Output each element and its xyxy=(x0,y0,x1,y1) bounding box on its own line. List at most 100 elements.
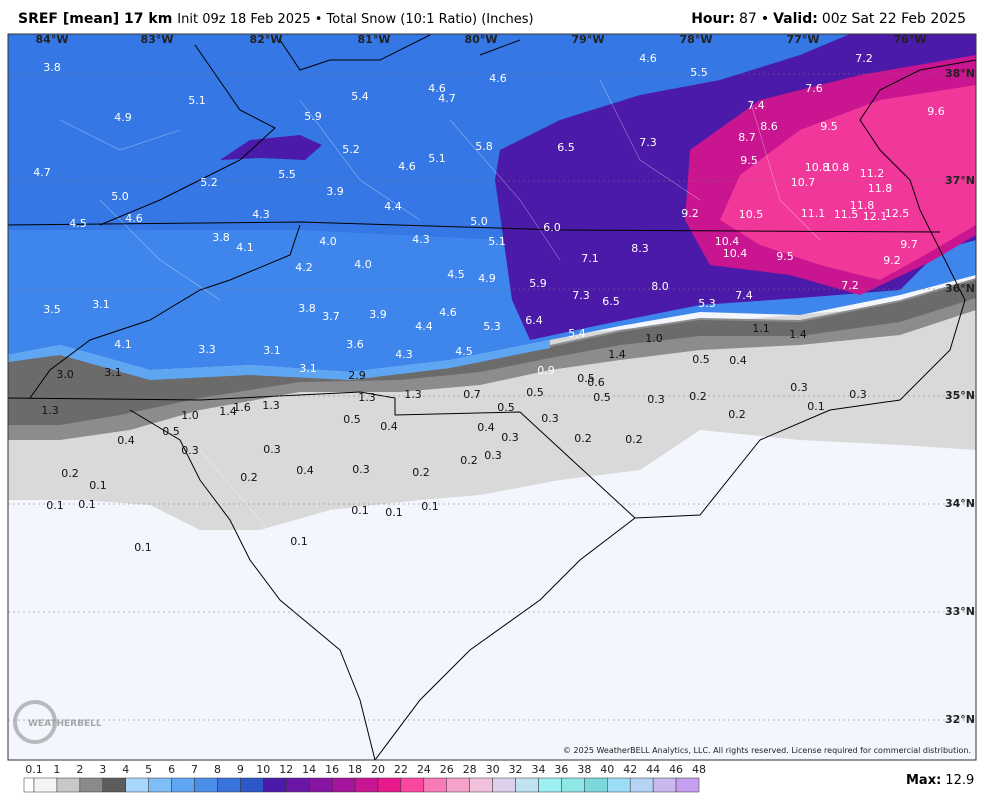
snow-total-label: 0.2 xyxy=(728,408,746,421)
latitude-label: 34°N xyxy=(945,497,975,510)
snow-total-label: 0.5 xyxy=(497,401,515,414)
colorbar-tick-label: 46 xyxy=(669,763,683,776)
snow-total-label: 1.3 xyxy=(41,404,59,417)
colorbar-swatch xyxy=(33,777,58,793)
snow-total-label: 0.3 xyxy=(790,381,808,394)
snow-total-label: 0.3 xyxy=(647,393,665,406)
snow-total-label: 8.0 xyxy=(651,280,669,293)
snow-total-label: 5.8 xyxy=(475,140,493,153)
snow-total-label: 3.1 xyxy=(92,298,110,311)
snow-total-label: 1.1 xyxy=(752,322,770,335)
snow-total-label: 4.3 xyxy=(252,208,270,221)
colorbar-swatch xyxy=(354,777,379,793)
max-value: 12.9 xyxy=(945,773,974,788)
snow-total-label: 0.2 xyxy=(574,432,592,445)
snow-total-label: 8.7 xyxy=(738,131,756,144)
colorbar-tick-label: 3 xyxy=(99,763,106,776)
snow-total-label: 4.6 xyxy=(428,82,446,95)
snow-total-label: 0.1 xyxy=(421,500,439,513)
light-blue-edge xyxy=(8,340,550,380)
snow-total-label: 4.2 xyxy=(295,261,313,274)
snow-total-label: 0.2 xyxy=(625,433,643,446)
colorbar-swatch xyxy=(652,777,677,793)
logo-text: WEATHERBELL xyxy=(28,719,102,729)
colorbar-swatch xyxy=(125,777,149,793)
snow-total-label: 5.0 xyxy=(470,215,488,228)
colorbar-swatch xyxy=(263,777,287,793)
colorbar-tick-label: 36 xyxy=(554,763,568,776)
snow-total-label: 3.0 xyxy=(56,368,74,381)
colorbar-tick-label: 24 xyxy=(417,763,431,776)
snow-total-label: 4.6 xyxy=(398,160,416,173)
snow-total-label: 0.7 xyxy=(463,388,481,401)
longitude-label: 77°W xyxy=(787,33,820,46)
colorbar-swatch xyxy=(240,777,264,793)
snow-total-label: 0.6 xyxy=(587,376,605,389)
snow-total-label: 9.2 xyxy=(681,207,699,220)
longitude-label: 81°W xyxy=(358,33,391,46)
latitude-label: 36°N xyxy=(945,282,975,295)
longitude-label: 80°W xyxy=(465,33,498,46)
snow-total-label: 6.0 xyxy=(543,221,561,234)
max-label: Max: xyxy=(906,773,941,788)
snow-total-label: 0.1 xyxy=(134,541,152,554)
snow-total-label: 10.5 xyxy=(739,208,764,221)
snow-total-label: 3.7 xyxy=(322,310,340,323)
header-right: Hour: 87 • Valid: 00z Sat 22 Feb 2025 xyxy=(691,11,966,27)
snow-total-label: 12.1 xyxy=(863,210,888,223)
longitude-label: 82°W xyxy=(250,33,283,46)
colorbar-swatch xyxy=(675,777,700,793)
snow-total-label: 0.2 xyxy=(240,471,258,484)
colorbar-tick-label: 30 xyxy=(486,763,500,776)
valid-label: Valid: xyxy=(773,11,818,27)
snow-total-label: 3.9 xyxy=(369,308,387,321)
colorbar-tick-label: 2 xyxy=(76,763,83,776)
snow-total-label: 0.1 xyxy=(89,479,107,492)
snow-total-label: 3.6 xyxy=(346,338,364,351)
colorbar-swatch xyxy=(400,777,425,793)
colorbar-tick-label: 44 xyxy=(646,763,660,776)
snow-total-label: 5.9 xyxy=(529,277,547,290)
snow-total-label: 9.5 xyxy=(740,154,758,167)
snow-total-label: 0.3 xyxy=(352,463,370,476)
snow-total-label: 12.5 xyxy=(885,207,910,220)
snow-total-label: 1.4 xyxy=(789,328,807,341)
snow-total-label: 5.1 xyxy=(488,235,506,248)
snow-total-label: 5.3 xyxy=(483,320,501,333)
snow-total-label: 0.2 xyxy=(689,390,707,403)
longitude-label: 78°W xyxy=(680,33,713,46)
snow-total-label: 11.5 xyxy=(834,208,859,221)
state-lines xyxy=(8,34,976,760)
snow-total-label: 0.5 xyxy=(577,372,595,385)
snow-total-label: 5.4 xyxy=(351,90,369,103)
colorbar-tick-label: 40 xyxy=(600,763,614,776)
snow-total-label: 4.6 xyxy=(125,212,143,225)
colorbar-left-cap xyxy=(23,777,35,793)
colorbar-swatch xyxy=(148,777,172,793)
colorbar-tick-label: 42 xyxy=(623,763,637,776)
snow-total-label: 9.5 xyxy=(776,250,794,263)
snow-total-label: 5.5 xyxy=(690,66,708,79)
latitude-label: 32°N xyxy=(945,713,975,726)
snow-total-label: 10.8 xyxy=(825,161,850,174)
colorbar-swatch xyxy=(446,777,470,793)
snow-total-label: 1.6 xyxy=(233,401,251,414)
colorbar-tick-label: 4 xyxy=(122,763,129,776)
snow-total-label: 7.2 xyxy=(841,279,859,292)
snow-total-label: 11.2 xyxy=(860,167,885,180)
colorbar-tick-label: 8 xyxy=(214,763,221,776)
snow-total-label: 3.8 xyxy=(212,231,230,244)
snow-total-label: 0.4 xyxy=(117,434,135,447)
latitude-label: 38°N xyxy=(945,67,975,80)
snow-total-label: 0.5 xyxy=(343,413,361,426)
purple-patch xyxy=(220,135,322,160)
colorbar-tick-label: 26 xyxy=(440,763,454,776)
colorbar-swatch xyxy=(171,777,195,793)
snow-total-label: 4.4 xyxy=(415,320,433,333)
snow-total-label: 0.1 xyxy=(78,498,96,511)
colorbar-tick-label: 5 xyxy=(145,763,152,776)
colorbar-tick-label: 1 xyxy=(53,763,60,776)
snow-total-label: 7.4 xyxy=(735,289,753,302)
model: SREF [mean] 17 km xyxy=(18,11,172,27)
snow-total-label: 3.8 xyxy=(43,61,61,74)
